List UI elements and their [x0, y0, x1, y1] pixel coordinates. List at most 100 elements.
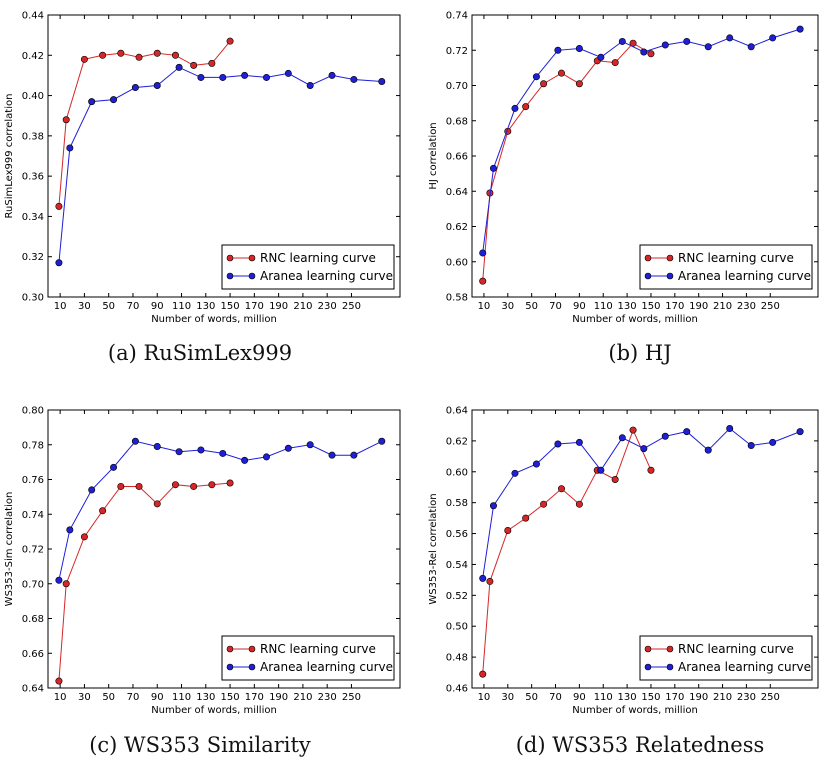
- y-tick-label: 0.52: [446, 591, 468, 602]
- y-tick-label: 0.74: [22, 510, 44, 521]
- data-point: [110, 463, 118, 471]
- x-tick-label: 10: [54, 301, 67, 312]
- data-point: [640, 48, 648, 56]
- legend-swatch-dot: [644, 663, 652, 671]
- data-point: [769, 438, 777, 446]
- y-tick-label: 0.80: [22, 406, 44, 417]
- x-tick-label: 210: [713, 692, 732, 703]
- x-tick-label: 10: [478, 301, 491, 312]
- data-point: [131, 84, 139, 92]
- x-tick-label: 210: [293, 692, 312, 703]
- legend-entry-label: RNC learning curve: [678, 642, 794, 656]
- data-point: [171, 481, 179, 489]
- data-point: [135, 482, 143, 490]
- data-point: [747, 43, 755, 51]
- data-point: [99, 507, 107, 515]
- data-point: [522, 103, 530, 111]
- x-tick-label: 30: [78, 301, 91, 312]
- x-tick-label: 250: [342, 692, 361, 703]
- x-tick-label: 130: [618, 692, 637, 703]
- legend-box: [221, 244, 395, 290]
- x-tick-label: 230: [318, 692, 337, 703]
- chart-panel-1: 10 30 50 70 90 110 130 150 170 190 210 230 250 0.30 0.…: [4, 11, 401, 365]
- data-point: [647, 50, 655, 58]
- data-point: [153, 500, 161, 508]
- y-tick-label: 0.32: [22, 252, 44, 263]
- x-tick-label: 170: [245, 301, 264, 312]
- legend-entry-label: RNC learning curve: [260, 642, 376, 656]
- y-tick-label: 0.34: [22, 212, 44, 223]
- x-tick-label: 150: [641, 692, 660, 703]
- data-point: [557, 485, 565, 493]
- data-point: [647, 466, 655, 474]
- data-point: [540, 80, 548, 88]
- y-tick-label: 0.70: [446, 81, 468, 92]
- x-tick-label: 230: [737, 692, 756, 703]
- x-tick-label: 150: [641, 301, 660, 312]
- data-point: [175, 448, 183, 456]
- data-point: [99, 51, 107, 59]
- y-tick-label: 0.56: [446, 529, 468, 540]
- x-tick-label: 30: [78, 692, 91, 703]
- y-tick-label: 0.54: [446, 560, 468, 571]
- data-point: [219, 449, 227, 457]
- legend-entry-label: Aranea learning curve: [260, 269, 393, 283]
- data-point: [597, 466, 605, 474]
- data-point: [726, 425, 734, 433]
- data-point: [704, 43, 712, 51]
- legend-swatch-dot: [666, 254, 674, 262]
- y-tick-label: 0.44: [22, 11, 44, 22]
- data-point: [80, 55, 88, 63]
- data-point: [557, 69, 565, 77]
- data-point: [611, 475, 619, 483]
- y-tick-label: 0.38: [22, 131, 44, 142]
- data-point: [190, 482, 198, 490]
- legend: RNC learning curve Aranea learning curve: [221, 244, 395, 290]
- data-point: [66, 144, 74, 152]
- data-point: [190, 61, 198, 69]
- legend-swatch-dot: [666, 663, 674, 671]
- legend-swatch-dot: [226, 645, 234, 653]
- subfigure-caption: (c) WS353 Similarity: [89, 733, 311, 757]
- chart-panel-4: 10 30 50 70 90 110 130 150 170 190 210 230 250 0.46 0.…: [428, 406, 819, 757]
- x-tick-label: 210: [713, 301, 732, 312]
- data-point: [306, 441, 314, 449]
- y-tick-label: 0.76: [22, 475, 44, 486]
- x-tick-label: 110: [594, 301, 613, 312]
- data-point: [683, 428, 691, 436]
- x-tick-label: 50: [525, 692, 538, 703]
- y-axis-label: WS353-Rel correlation: [428, 493, 439, 604]
- data-point: [747, 442, 755, 450]
- y-tick-label: 0.70: [22, 579, 44, 590]
- y-tick-label: 0.66: [446, 152, 468, 163]
- x-tick-label: 90: [151, 301, 164, 312]
- data-point: [66, 526, 74, 534]
- data-point: [575, 438, 583, 446]
- data-point: [511, 104, 519, 112]
- plot-frame: [47, 14, 401, 298]
- chart-panel-3: 10 30 50 70 90 110 130 150 170 190 210 230 250 0.64 0.…: [4, 406, 401, 757]
- legend-entry-label: RNC learning curve: [678, 251, 794, 265]
- data-point: [55, 677, 63, 685]
- data-point: [532, 460, 540, 468]
- legend-swatch-dot: [226, 272, 234, 280]
- x-tick-label: 70: [127, 301, 140, 312]
- y-tick-label: 0.60: [446, 467, 468, 478]
- data-point: [131, 437, 139, 445]
- data-point: [350, 75, 358, 83]
- legend-swatch-dot: [226, 254, 234, 262]
- data-point: [175, 63, 183, 71]
- data-point: [479, 670, 487, 678]
- legend-entry-label: Aranea learning curve: [260, 660, 393, 674]
- x-axis-label: Number of words, million: [151, 314, 277, 325]
- x-tick-label: 190: [689, 301, 708, 312]
- y-tick-label: 0.58: [446, 293, 468, 304]
- x-tick-label: 70: [549, 692, 562, 703]
- legend-swatch-dot: [248, 645, 256, 653]
- legend-entry-label: Aranea learning curve: [678, 660, 811, 674]
- legend-swatch-dot: [644, 254, 652, 262]
- legend-entry-label: RNC learning curve: [260, 251, 376, 265]
- data-point: [284, 69, 292, 77]
- y-tick-label: 0.66: [22, 649, 44, 660]
- x-tick-label: 130: [196, 692, 215, 703]
